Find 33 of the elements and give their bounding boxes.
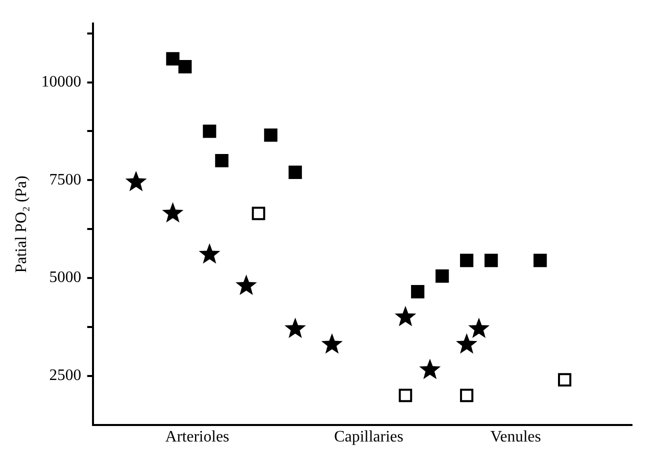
y-tick-label: 10000 <box>41 74 82 91</box>
point <box>398 388 412 402</box>
point <box>166 52 180 66</box>
point <box>288 166 302 179</box>
point <box>419 358 441 380</box>
x-tick-label: Venules <box>490 428 541 446</box>
x-tick-label: Capillaries <box>334 428 404 446</box>
y-axis-title: Patial PO₂ (Pa) <box>12 176 30 273</box>
point <box>202 124 216 138</box>
y-tick-label: 2500 <box>49 367 82 384</box>
point <box>252 206 266 220</box>
y-tick-label: 7500 <box>49 171 82 188</box>
point <box>456 333 478 354</box>
point <box>436 269 449 283</box>
point <box>460 254 474 268</box>
point <box>264 128 278 142</box>
point <box>236 274 257 295</box>
point <box>394 306 416 326</box>
point <box>321 333 343 354</box>
point <box>411 285 424 298</box>
point <box>125 170 147 192</box>
point <box>162 202 184 223</box>
point <box>468 318 490 338</box>
point <box>198 243 220 264</box>
point <box>558 373 572 386</box>
point <box>284 318 306 338</box>
point <box>178 60 192 74</box>
x-tick-label: Arterioles <box>165 428 230 446</box>
point <box>215 154 228 168</box>
point <box>534 254 547 268</box>
y-tick-label: 5000 <box>49 269 82 286</box>
point <box>484 254 498 268</box>
point <box>460 388 474 402</box>
